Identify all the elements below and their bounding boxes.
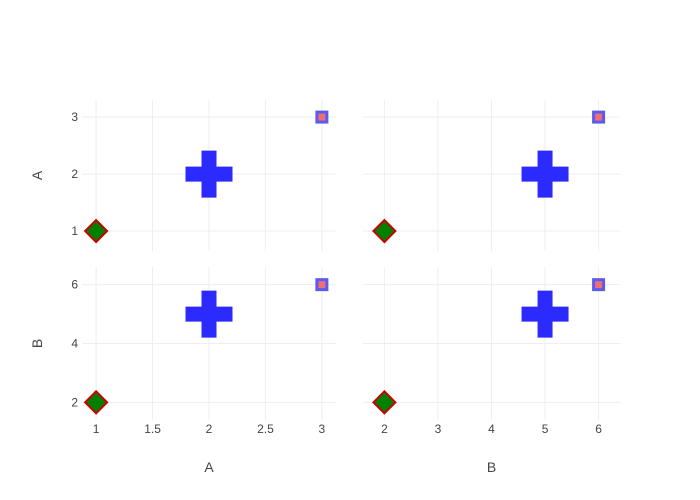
x-axis-title-b: B xyxy=(487,459,496,475)
data-point-1 xyxy=(372,389,397,415)
data-point-2 xyxy=(185,150,233,198)
data-point-2 xyxy=(521,290,569,338)
data-point-3 xyxy=(592,278,606,292)
panel-b-b xyxy=(363,267,620,420)
y-axis-title-a: A xyxy=(29,170,45,180)
x-tick-label-a: 2 xyxy=(206,422,213,436)
axis-titles: A B A B xyxy=(29,170,496,475)
data-point-3 xyxy=(592,110,606,124)
panel-a-a xyxy=(82,100,336,251)
panel-a-b xyxy=(363,100,620,251)
y-tick-label-a: 3 xyxy=(71,110,78,124)
x-tick-label-b: 3 xyxy=(435,422,442,436)
data-point-2 xyxy=(521,150,569,198)
x-tick-label-b: 5 xyxy=(542,422,549,436)
data-point-1 xyxy=(83,218,109,244)
y-axis-title-b: B xyxy=(29,339,45,348)
x-axis-title-a: A xyxy=(204,459,214,475)
data-point-1 xyxy=(372,218,397,244)
panel-b-a xyxy=(82,267,336,420)
x-tick-label-b: 6 xyxy=(595,422,602,436)
x-tick-label-a: 3 xyxy=(319,422,326,436)
data-point-2 xyxy=(185,290,233,338)
data-point-1 xyxy=(83,389,109,415)
y-tick-label-b: 4 xyxy=(71,337,78,351)
x-tick-label-a: 1.5 xyxy=(144,422,161,436)
y-tick-label-b: 2 xyxy=(71,395,78,409)
y-tick-label-a: 2 xyxy=(71,167,78,181)
tick-labels: 1 1.5 2 2.5 3 2 3 4 5 6 1 2 3 2 4 6 xyxy=(71,110,602,436)
x-tick-label-b: 4 xyxy=(488,422,495,436)
data-point-3 xyxy=(315,110,329,124)
scatter-matrix-panels xyxy=(82,100,620,420)
data-point-3 xyxy=(315,278,329,292)
x-tick-label-b: 2 xyxy=(381,422,388,436)
y-tick-label-b: 6 xyxy=(71,278,78,292)
x-tick-label-a: 1 xyxy=(93,422,100,436)
y-tick-label-a: 1 xyxy=(71,224,78,238)
x-tick-label-a: 2.5 xyxy=(257,422,274,436)
